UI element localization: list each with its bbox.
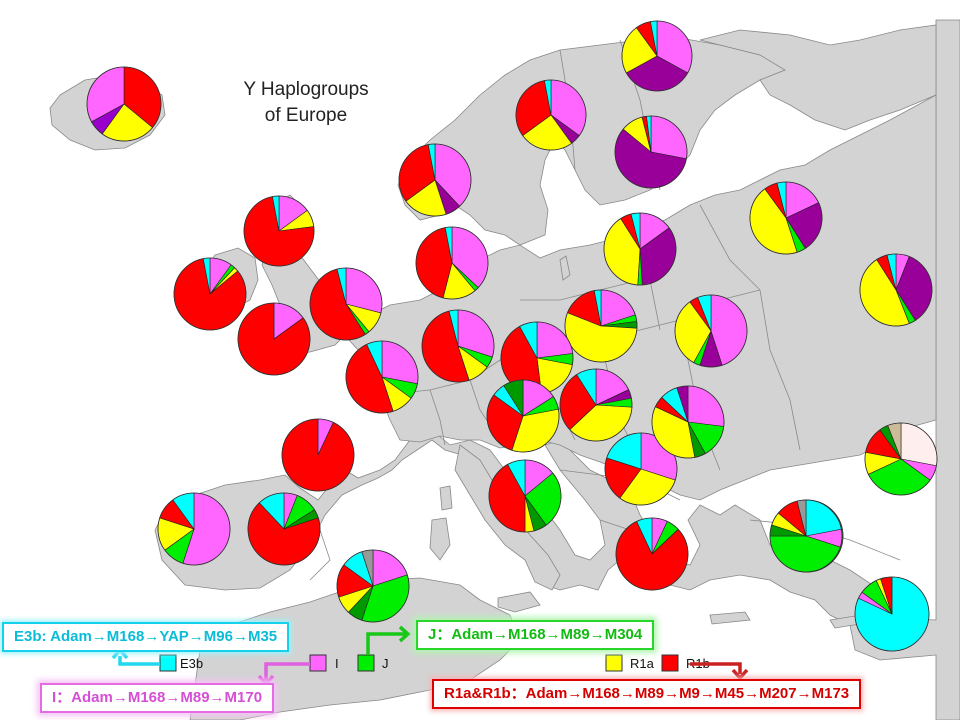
pie-outline — [603, 212, 677, 286]
pie-outline — [854, 576, 930, 652]
pie-estonia — [603, 212, 677, 286]
pie-outline — [247, 492, 321, 566]
pie-outline — [398, 143, 472, 217]
pie-outline — [515, 79, 587, 151]
land-crete — [709, 611, 751, 625]
pie-england — [309, 267, 383, 341]
pie-norway — [515, 79, 587, 151]
pie-outline — [651, 385, 725, 459]
pie-outline — [415, 226, 489, 300]
pie-norway-north — [621, 20, 693, 92]
pie-outline — [615, 517, 689, 591]
legend-swatch-j — [357, 654, 375, 672]
pie-levant — [769, 499, 843, 573]
pie-outline — [559, 368, 633, 442]
lineage-label-r1a-r1b: R1a&R1b：Adam→M168→M89→M9→M45→M207→M173 — [432, 679, 862, 709]
legend-swatch-i — [309, 654, 327, 672]
pie-netherlands — [421, 309, 495, 383]
land-sardinia — [429, 517, 451, 561]
arrow-e3b — [118, 656, 160, 666]
pie-balkans — [157, 492, 231, 566]
pie-outline — [614, 115, 688, 189]
pie-iberia-west — [247, 492, 321, 566]
legend-label-i: I — [335, 656, 339, 671]
pie-charts — [86, 20, 938, 652]
lineage-label-j: J：Adam→M168→M89→M304 — [416, 620, 655, 650]
pie-finland — [614, 115, 688, 189]
lineage-label-e3b: E3b: Adam→M168→YAP→M96→M35 — [2, 622, 290, 652]
pie-poland — [564, 289, 638, 363]
pie-belarus — [674, 294, 748, 368]
map-title-line-1: Y Haplogroups — [243, 79, 368, 100]
arrow-r1b — [690, 662, 742, 674]
land-sicily — [497, 591, 541, 613]
land-gotland — [559, 255, 571, 281]
arrow-j — [366, 632, 406, 655]
land-kola — [699, 24, 937, 131]
pie-sweden — [398, 143, 472, 217]
pie-outline — [769, 499, 843, 573]
pie-outline — [621, 20, 693, 92]
pie-outline — [309, 267, 383, 341]
lineage-label-i: I：Adam→M168→M89→M170 — [40, 683, 275, 713]
pie-anatolia-west — [336, 549, 410, 623]
pie-belgium — [345, 340, 419, 414]
land-corsica — [439, 485, 453, 511]
pie-czech-republic — [559, 368, 633, 442]
legend-label-e3b: E3b — [180, 656, 203, 671]
pie-caucasus — [864, 422, 938, 496]
pie-ukraine — [651, 385, 725, 459]
pie-north-africa — [854, 576, 930, 652]
legend-swatch-e3b — [159, 654, 177, 672]
arrow-r1b-head — [731, 668, 749, 681]
pie-outline — [157, 492, 231, 566]
pie-outline — [564, 289, 638, 363]
pie-outline — [488, 459, 562, 533]
pie-outline — [749, 181, 823, 255]
pie-outline — [336, 549, 410, 623]
pie-outline — [243, 195, 315, 267]
map-title-line-2: of Europe — [265, 105, 347, 126]
legend-swatch-r1b — [661, 654, 679, 672]
pie-france — [281, 418, 355, 492]
pie-switzerland — [486, 379, 560, 453]
pie-outline — [486, 379, 560, 453]
pie-denmark — [415, 226, 489, 300]
pie-outline — [281, 418, 355, 492]
pie-hungary — [604, 432, 678, 506]
pie-outline — [86, 66, 162, 142]
pie-outline — [237, 302, 311, 376]
pie-outline — [421, 309, 495, 383]
pie-scotland — [243, 195, 315, 267]
arrow-j-head — [398, 625, 411, 643]
pie-ireland — [173, 257, 247, 331]
legend-swatch-r1a — [605, 654, 623, 672]
legend-label-r1a: R1a — [630, 656, 655, 671]
legend-label-j: J — [382, 656, 389, 671]
pie-outline — [674, 294, 748, 368]
pie-outline — [859, 253, 933, 327]
arrow-i — [264, 662, 310, 682]
pie-wales — [237, 302, 311, 376]
pie-outline — [864, 422, 938, 496]
pie-outline — [604, 432, 678, 506]
pie-outline — [173, 257, 247, 331]
pie-iceland — [86, 66, 162, 142]
pie-italy-north — [488, 459, 562, 533]
pie-spain — [615, 517, 689, 591]
pie-russia-east — [859, 253, 933, 327]
pie-outline — [345, 340, 419, 414]
pie-russia-north — [749, 181, 823, 255]
